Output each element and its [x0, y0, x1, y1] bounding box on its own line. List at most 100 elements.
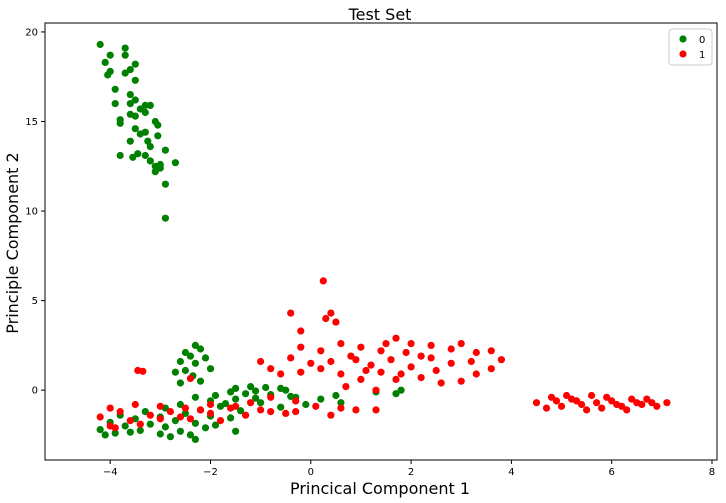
point-series-0-1 [121, 44, 129, 52]
point-series-1-32 [297, 368, 305, 376]
point-series-1-76 [227, 404, 235, 412]
point-series-1-23 [472, 370, 480, 378]
point-series-1-1 [287, 309, 295, 317]
point-series-1-11 [337, 340, 345, 348]
point-series-0-38 [146, 157, 154, 165]
x-tick-label: −2 [203, 467, 218, 478]
legend-box [668, 28, 713, 66]
point-series-1-98 [628, 395, 636, 403]
point-series-1-81 [176, 413, 184, 421]
plot-frame [44, 22, 718, 461]
point-series-1-28 [377, 368, 385, 376]
x-tick-label: 2 [408, 467, 414, 478]
point-series-1-3 [322, 314, 330, 323]
point-series-0-9 [104, 71, 112, 79]
point-series-0-7 [121, 69, 129, 77]
point-series-1-12 [357, 343, 365, 351]
point-series-0-25 [154, 121, 162, 129]
point-series-1-26 [417, 374, 425, 382]
point-series-0-17 [146, 101, 154, 109]
point-series-1-31 [317, 365, 325, 373]
point-series-1-105 [603, 393, 611, 401]
point-series-1-56 [267, 393, 275, 401]
point-series-0-99 [111, 429, 119, 437]
point-series-0-6 [126, 66, 134, 74]
point-series-0-74 [176, 400, 184, 409]
point-series-1-66 [156, 402, 164, 410]
point-series-1-41 [387, 356, 395, 364]
point-series-1-100 [648, 399, 656, 407]
point-series-0-110 [337, 399, 345, 407]
point-series-1-42 [407, 363, 415, 371]
point-series-1-69 [96, 413, 104, 421]
point-series-0-16 [141, 101, 149, 109]
point-series-0-63 [282, 386, 290, 394]
point-series-0-21 [131, 112, 139, 120]
point-series-0-53 [206, 365, 215, 373]
point-series-1-37 [307, 359, 315, 367]
legend-marker-0 [679, 35, 687, 43]
point-series-1-15 [407, 340, 415, 348]
point-series-0-61 [262, 383, 270, 392]
point-series-1-51 [432, 366, 440, 375]
point-series-0-96 [136, 426, 144, 434]
point-series-0-85 [227, 414, 235, 422]
point-series-1-24 [457, 377, 465, 385]
point-series-1-34 [257, 357, 265, 366]
point-series-0-87 [171, 417, 179, 425]
point-series-1-5 [297, 327, 305, 335]
point-series-1-22 [487, 365, 495, 373]
point-series-1-110 [613, 400, 621, 409]
point-series-0-47 [196, 345, 205, 353]
point-series-0-68 [211, 391, 220, 400]
x-axis-ticks: −4 −2 0 2 4 6 8 [103, 460, 715, 478]
point-series-1-79 [116, 408, 124, 416]
point-series-0-94 [201, 424, 210, 432]
point-series-0-91 [211, 421, 220, 429]
point-series-1-83 [156, 415, 164, 423]
point-series-0-29 [154, 132, 162, 140]
point-series-1-74 [186, 415, 194, 423]
point-series-1-108 [573, 397, 581, 405]
point-series-1-62 [257, 406, 265, 414]
point-series-0-54 [181, 366, 189, 375]
legend: 0 1 [668, 28, 713, 66]
point-series-1-82 [216, 417, 225, 425]
point-series-0-3 [121, 51, 129, 59]
point-series-1-20 [487, 347, 495, 355]
point-series-0-89 [191, 419, 199, 427]
point-series-1-86 [242, 411, 250, 419]
y-tick-label: 5 [32, 296, 38, 307]
point-series-0-19 [141, 108, 149, 117]
point-series-1-33 [277, 370, 285, 378]
point-series-1-109 [593, 399, 601, 407]
point-series-0-95 [96, 426, 104, 434]
x-tick-label: 6 [608, 467, 614, 478]
point-series-1-90 [547, 393, 556, 401]
legend-label-1: 1 [699, 50, 705, 61]
point-series-0-65 [227, 388, 235, 396]
point-series-0-52 [191, 359, 199, 367]
x-tick-label: 4 [508, 467, 514, 478]
point-series-0-57 [196, 377, 205, 385]
point-series-1-19 [472, 348, 480, 357]
legend-marker-1 [679, 50, 687, 58]
point-series-1-36 [287, 354, 295, 362]
point-series-0-44 [161, 180, 169, 188]
point-series-1-87 [292, 408, 300, 416]
point-series-1-4 [332, 318, 340, 326]
point-series-1-25 [437, 379, 445, 387]
point-series-0-108 [302, 400, 310, 409]
point-series-0-90 [146, 420, 154, 428]
point-series-0-55 [171, 368, 179, 376]
point-series-0-46 [191, 341, 199, 349]
legend-label-0: 0 [699, 35, 705, 46]
point-series-0-45 [161, 214, 169, 222]
point-series-0-11 [111, 85, 119, 93]
point-series-0-80 [141, 408, 149, 416]
point-series-0-76 [277, 403, 285, 411]
point-series-1-54 [417, 352, 425, 360]
point-series-1-95 [598, 404, 606, 412]
y-tick-label: 0 [32, 386, 38, 397]
point-series-1-101 [663, 399, 671, 407]
